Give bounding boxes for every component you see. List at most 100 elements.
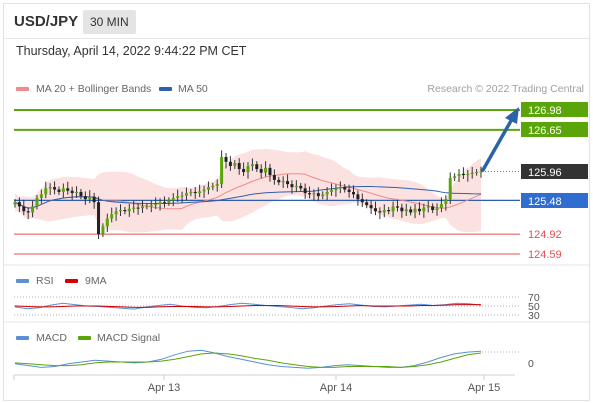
candle-body (439, 203, 443, 209)
candle-body (119, 210, 123, 212)
candle-body (470, 172, 474, 174)
candle-body (255, 164, 259, 170)
candle-body (189, 191, 193, 194)
candle-body (404, 209, 408, 212)
candle-body (171, 197, 175, 201)
ma20-legend-label: MA 20 + Bollinger Bands (36, 83, 152, 95)
candle-body (378, 211, 382, 213)
candle-body (215, 184, 219, 186)
target-1-label: 126.98 (528, 105, 562, 117)
candle-body (409, 209, 413, 213)
candle-body (162, 202, 166, 204)
candle-body (127, 208, 131, 212)
candle-body (105, 218, 109, 227)
candle-body (338, 187, 342, 189)
rsi-ma-swatch (65, 279, 78, 283)
candle-body (176, 196, 180, 198)
candle-body (413, 208, 417, 213)
target-2-badge (521, 122, 588, 137)
candle-body (330, 190, 334, 192)
rsi-tick-label: 30 (528, 310, 540, 322)
x-tick-label: Apr 15 (468, 382, 500, 394)
target-2-label: 126.65 (528, 125, 562, 137)
candle-body (382, 210, 386, 213)
candle-body (140, 206, 144, 209)
chart-datetime: Thursday, April 14, 2022 9:44:22 PM CET (16, 44, 247, 58)
currency-pair-title: USD/JPY (14, 13, 79, 30)
candle-body (167, 200, 171, 203)
candle-body (246, 166, 250, 173)
candle-body (387, 210, 391, 212)
candle-body (457, 173, 461, 177)
candle-body (61, 188, 65, 192)
candle-body (39, 194, 43, 198)
candle-body (136, 207, 140, 209)
rsi-tick-label: 50 (528, 301, 540, 313)
candle-body (66, 188, 70, 191)
candle-body (422, 207, 426, 212)
candle-body (373, 208, 377, 212)
candle-body (259, 169, 263, 173)
support-1-label: 124.92 (528, 229, 562, 241)
candle-body (149, 205, 153, 207)
candle-body (154, 203, 158, 206)
candle-body (290, 184, 294, 188)
candle-body (466, 173, 470, 176)
macd-tick-label: 0 (528, 358, 534, 370)
macd-swatch (16, 336, 29, 340)
candle-body (479, 171, 483, 173)
candle-body (53, 187, 57, 190)
candle-body (395, 206, 399, 208)
candle-body (198, 191, 202, 194)
candle-body (461, 173, 465, 176)
candle-body (184, 193, 188, 196)
candle-body (312, 193, 316, 195)
candle-body (268, 167, 272, 176)
ma50-swatch (159, 87, 172, 91)
rsi-swatch (16, 279, 29, 283)
candle-body (35, 197, 39, 207)
candle-body (158, 202, 162, 204)
bollinger-band (15, 148, 481, 233)
candle-body (347, 189, 351, 192)
candle-body (321, 194, 325, 197)
candle-body (277, 179, 281, 183)
target-1-badge (521, 102, 588, 117)
candle-body (202, 189, 206, 192)
x-tick-label: Apr 13 (148, 382, 180, 394)
candle-body (417, 208, 421, 212)
candle-body (101, 226, 105, 235)
candle-body (57, 189, 61, 192)
pivot-badge (521, 193, 588, 208)
candle-body (22, 206, 26, 212)
candle-body (114, 211, 118, 215)
candle-body (44, 188, 48, 195)
candle-body (294, 185, 298, 188)
support-2-label: 124.59 (528, 249, 562, 261)
candle-body (180, 195, 184, 197)
forecast-arrow-head (505, 107, 519, 124)
candle-body (334, 188, 338, 191)
candle-body (17, 202, 21, 207)
candle-body (453, 176, 457, 179)
candle-body (206, 187, 210, 190)
interval-badge[interactable]: 30 MIN (83, 10, 136, 34)
candle-body (391, 206, 395, 212)
macd-legend-label: MACD (36, 332, 67, 344)
candle-body (325, 191, 329, 195)
candle-body (92, 196, 96, 203)
candle-body (224, 156, 228, 162)
forecast-arrow-line (481, 117, 514, 172)
rsi-ma-line (14, 304, 481, 308)
candle-body (211, 185, 215, 188)
candle-body (400, 207, 404, 212)
macd-signal-line (14, 352, 482, 368)
research-credit: Research © 2022 Trading Central (427, 83, 584, 95)
candle-body (426, 206, 430, 208)
candle-body (193, 191, 197, 194)
candle-body (145, 206, 149, 208)
candle-body (233, 163, 237, 167)
x-tick-label: Apr 14 (320, 382, 352, 394)
candle-body (286, 181, 290, 185)
